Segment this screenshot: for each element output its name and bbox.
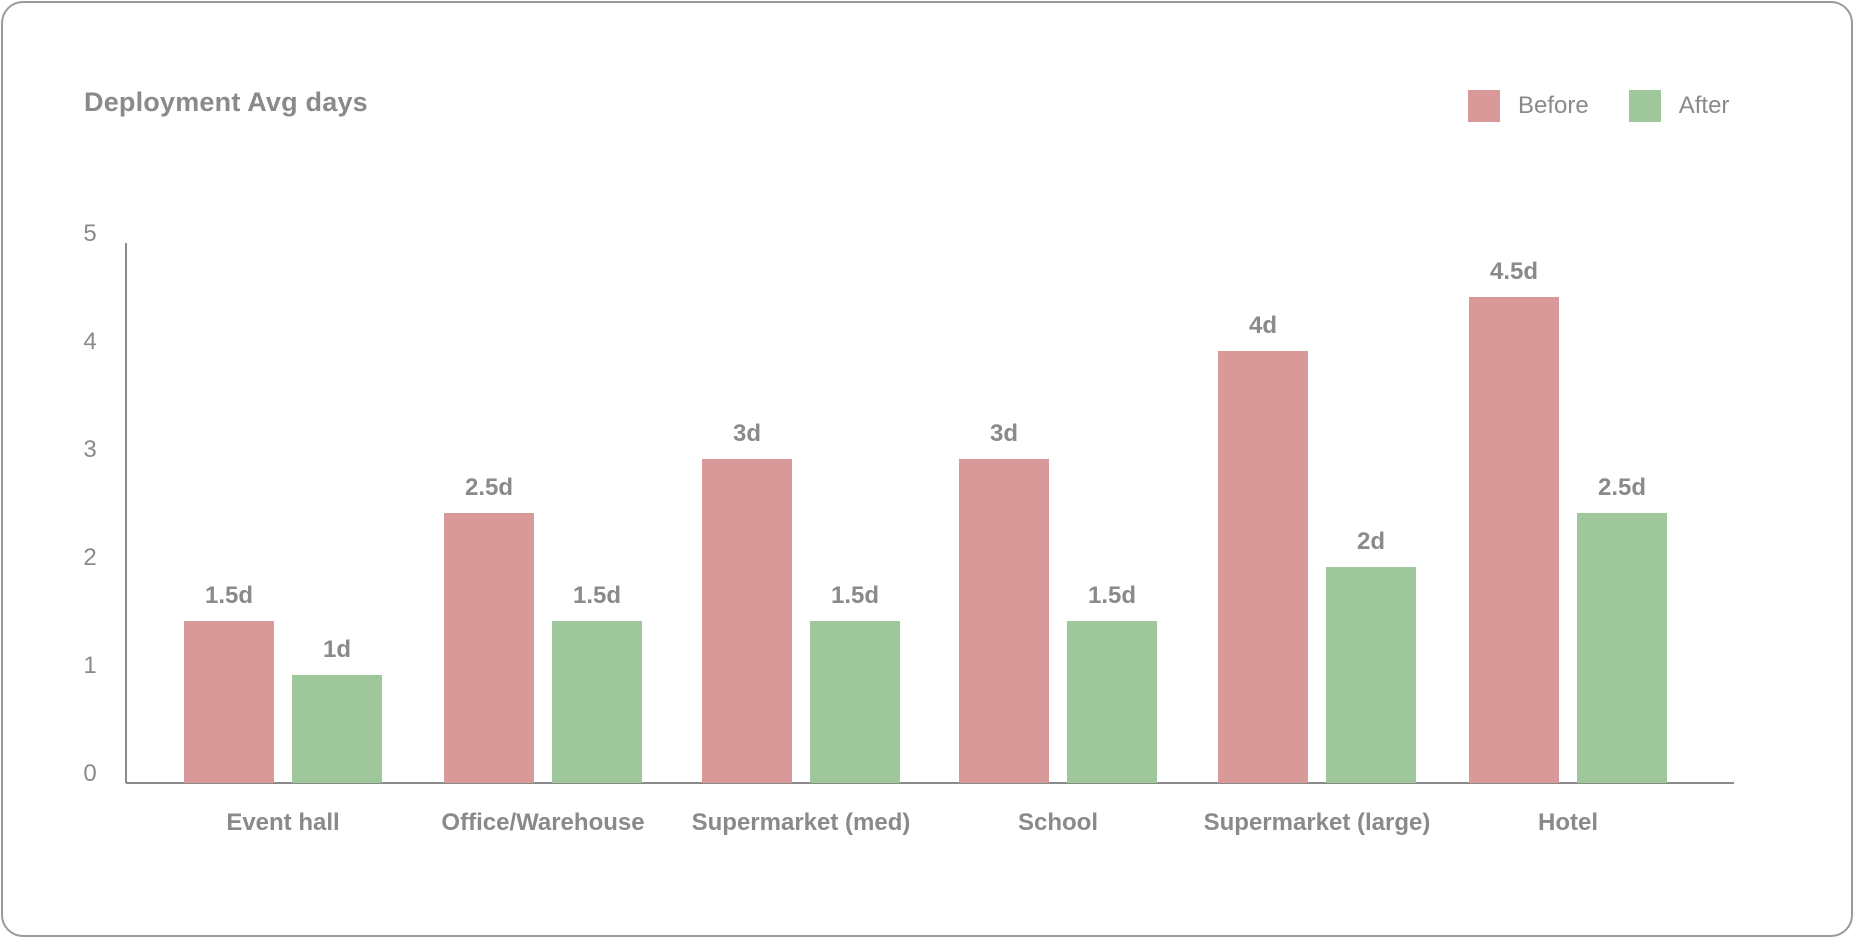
bar-after: [552, 621, 642, 783]
legend-swatch-before: [1468, 90, 1500, 122]
x-tick-label: Hotel: [1538, 809, 1598, 836]
legend-item-before: Before: [1468, 90, 1589, 122]
legend-label-after: After: [1678, 92, 1730, 119]
data-label-before: 4d: [1249, 312, 1277, 339]
legend-swatch-after: [1628, 90, 1661, 122]
data-label-before: 1.5d: [205, 582, 253, 609]
x-tick-label: Supermarket (large): [1204, 809, 1431, 836]
y-tick-label: 5: [83, 220, 96, 247]
bar-after: [1067, 621, 1157, 783]
y-tick-label: 0: [83, 760, 96, 787]
x-tick-label: Office/Warehouse: [441, 809, 644, 836]
bar-after: [1577, 513, 1667, 783]
data-label-before: 3d: [990, 420, 1018, 447]
bar-before: [1469, 297, 1559, 783]
x-tick-label: Event hall: [226, 809, 339, 836]
y-tick-label: 3: [83, 436, 96, 463]
data-label-after: 2d: [1357, 528, 1385, 555]
bar-before: [184, 621, 274, 783]
y-tick-label: 2: [83, 544, 96, 571]
data-label-after: 1.5d: [831, 582, 879, 609]
bar-before: [959, 459, 1049, 783]
legend: Before After: [1468, 90, 1769, 122]
y-tick-label: 1: [83, 652, 96, 679]
data-label-after: 2.5d: [1598, 474, 1646, 501]
data-label-after: 1.5d: [1088, 582, 1136, 609]
x-tick-label: Supermarket (med): [692, 809, 911, 836]
x-tick-label: School: [1018, 809, 1098, 836]
bar-before: [444, 513, 534, 783]
bar-after: [292, 675, 382, 783]
data-label-before: 2.5d: [465, 474, 513, 501]
legend-label-before: Before: [1518, 92, 1589, 119]
data-label-after: 1d: [323, 636, 351, 663]
bar-after: [810, 621, 900, 783]
legend-item-after: After: [1628, 90, 1730, 122]
bar-before: [1218, 351, 1308, 783]
data-label-before: 3d: [733, 420, 761, 447]
data-label-before: 4.5d: [1490, 258, 1538, 285]
data-label-after: 1.5d: [573, 582, 621, 609]
bar-before: [702, 459, 792, 783]
chart-title: Deployment Avg days: [84, 87, 368, 117]
y-tick-label: 4: [83, 328, 96, 355]
bar-after: [1326, 567, 1416, 783]
